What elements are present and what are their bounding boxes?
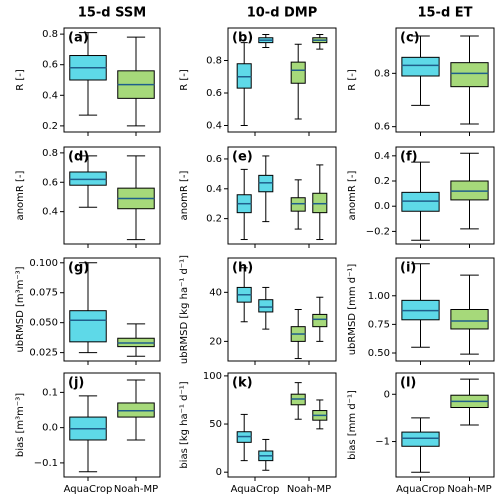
box <box>450 309 489 330</box>
y-tick-label: 0.2 <box>374 176 390 187</box>
y-axis-label: anomR [-] <box>179 170 190 220</box>
y-tick-label: 0.4 <box>374 151 390 162</box>
plot-frame <box>63 257 161 362</box>
panel-label: (k) <box>232 376 253 391</box>
y-tick-label: 0.50 <box>368 348 390 359</box>
y-axis-label: R [-] <box>347 69 358 91</box>
column-title: 15-d ET <box>417 6 472 21</box>
plot-frame <box>63 146 161 245</box>
y-tick-label: 50 <box>209 419 222 430</box>
y-axis-label: bias [m³m⁻³] <box>15 393 26 457</box>
box <box>312 313 328 328</box>
x-tick-label: AquaCrop <box>64 484 113 495</box>
x-tick-label: Noah-MP <box>447 484 491 495</box>
y-tick-label: −0.1 <box>34 458 58 469</box>
panel-label: (h) <box>232 261 253 276</box>
y-tick-label: 40 <box>209 287 222 298</box>
y-tick-label: 0.025 <box>29 348 58 359</box>
y-tick-label: 0.6 <box>206 88 222 99</box>
plot-frame <box>395 372 495 478</box>
plot-frame <box>63 372 161 478</box>
y-tick-label: 0.100 <box>29 258 58 269</box>
box <box>290 61 306 84</box>
plot-frame <box>227 257 337 362</box>
y-tick-label: 0.1 <box>42 387 58 398</box>
box <box>236 63 252 89</box>
box <box>258 299 274 313</box>
y-axis-label: ubRMSD [kg ha⁻¹ d⁻¹] <box>179 255 190 364</box>
y-tick-label: 0.2 <box>42 121 58 132</box>
plot-frame <box>395 257 495 362</box>
y-axis-label: anomR [-] <box>347 170 358 220</box>
y-tick-label: 0 <box>216 467 222 478</box>
panel-label: (b) <box>232 31 253 46</box>
y-axis-label: ubRMSD [mm d⁻¹] <box>347 264 358 356</box>
plot-frame <box>227 27 337 133</box>
y-tick-label: 0.0 <box>42 423 58 434</box>
column-title: 10-d DMP <box>247 6 318 21</box>
y-tick-label: 0.2 <box>206 214 222 225</box>
plot-frame <box>63 27 161 133</box>
box <box>401 56 440 77</box>
y-axis-label: bias [kg ha⁻¹ d⁻¹] <box>179 381 190 468</box>
y-tick-label: 0.050 <box>29 318 58 329</box>
y-tick-label: 20 <box>209 336 222 347</box>
y-axis-label: R [-] <box>179 69 190 91</box>
box <box>401 431 440 447</box>
panel-label: (f) <box>400 150 418 165</box>
box <box>69 310 107 343</box>
plot-frame <box>227 372 337 478</box>
y-tick-label: 0.8 <box>42 29 58 40</box>
y-tick-label: 0.0 <box>374 201 390 212</box>
y-tick-label: 0.6 <box>42 60 58 71</box>
y-tick-label: 0.4 <box>206 184 222 195</box>
panel-label: (a) <box>68 31 89 46</box>
y-tick-label: −1 <box>375 437 390 448</box>
y-tick-label: 1.00 <box>368 291 390 302</box>
panel-label: (d) <box>68 150 89 165</box>
y-axis-label: ubRMSD [m³m⁻³] <box>15 266 26 352</box>
x-tick-label: AquaCrop <box>231 484 280 495</box>
y-tick-label: −0.2 <box>366 226 390 237</box>
y-axis-label: anomR [-] <box>15 170 26 220</box>
panel-label: (e) <box>232 150 253 165</box>
plot-frame <box>395 146 495 245</box>
y-tick-label: 0.075 <box>29 288 58 299</box>
y-tick-label: 0.6 <box>42 177 58 188</box>
panel-label: (i) <box>400 261 416 276</box>
column-title: 15-d SSM <box>78 6 146 21</box>
y-tick-label: 0.4 <box>42 207 58 218</box>
x-tick-label: AquaCrop <box>396 484 445 495</box>
plot-frame <box>227 146 337 245</box>
x-tick-label: Noah-MP <box>287 484 331 495</box>
panel-label: (c) <box>400 31 420 46</box>
panel-label: (l) <box>400 376 416 391</box>
y-tick-label: 100 <box>203 371 222 382</box>
box <box>450 62 489 88</box>
y-axis-label: R [-] <box>15 69 26 91</box>
y-tick-label: 0.75 <box>368 319 390 330</box>
y-tick-label: 0.8 <box>206 56 222 67</box>
y-tick-label: 0.6 <box>374 122 390 133</box>
plot-frame <box>395 27 495 133</box>
y-tick-label: 0.4 <box>42 90 58 101</box>
y-tick-label: 0.8 <box>374 68 390 79</box>
y-axis-label: bias [mm d⁻¹] <box>347 390 358 460</box>
y-tick-label: 0.6 <box>206 154 222 165</box>
y-tick-label: 0 <box>384 389 390 400</box>
x-tick-label: Noah-MP <box>114 484 158 495</box>
panel-label: (j) <box>68 376 84 391</box>
panel-label: (g) <box>68 261 89 276</box>
y-tick-label: 0.8 <box>42 148 58 159</box>
y-tick-label: 0.4 <box>206 121 222 132</box>
